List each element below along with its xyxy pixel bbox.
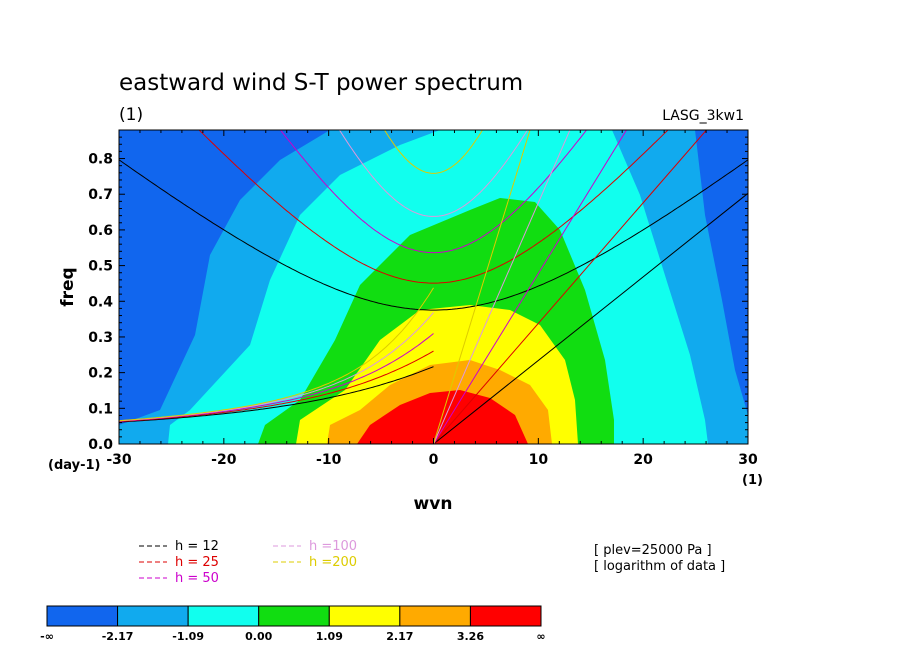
legend-label: h = 12	[175, 539, 219, 554]
contour-fill-level-6	[357, 390, 528, 444]
kelvin-curve	[433, 192, 748, 444]
inertio-gravity-curve	[338, 130, 529, 217]
y-tick-label: 0.5	[88, 259, 113, 275]
colorbar-swatch	[46, 605, 119, 627]
y-tick-label: 0.1	[88, 401, 113, 417]
colorbar-label: 0.00	[245, 630, 272, 643]
inertio-gravity-curve	[119, 159, 748, 311]
x-tick-label: 30	[738, 452, 758, 468]
x-tick-label: 10	[529, 452, 549, 468]
y-tick-label: 0.8	[88, 152, 113, 168]
y-tick-label: 0.6	[88, 223, 113, 239]
y-tick-label: 0.0	[88, 437, 113, 453]
colorbar-swatch	[187, 605, 260, 627]
y-tick-label: 0.4	[88, 294, 113, 310]
mrg-curve	[119, 287, 434, 422]
kelvin-curve	[433, 130, 708, 444]
kelvin-curve	[433, 130, 531, 444]
x-axis: -30 -20 -10 0 10 20 30	[106, 130, 758, 468]
mrg-curve	[119, 366, 434, 423]
colorbar-label: 1.09	[316, 630, 343, 643]
colorbar-swatch	[258, 605, 330, 627]
contour-fills	[119, 130, 748, 444]
legend-label: h = 25	[175, 555, 219, 570]
kelvin-curve	[433, 130, 628, 444]
dispersion-curves	[119, 130, 748, 444]
legend-label: h = 50	[175, 571, 219, 586]
info-line-log: [ logarithm of data ]	[594, 559, 725, 574]
y-axis: 0.0 0.1 0.2 0.3 0.4 0.5 0.6 0.7 0.8	[88, 136, 748, 453]
x-unit-label: (1)	[742, 473, 763, 488]
colorbar-label: ∞	[536, 630, 545, 643]
colorbar-swatch	[328, 605, 401, 627]
x-tick-label: 20	[633, 452, 653, 468]
plot-area	[119, 130, 748, 444]
kelvin-curve	[433, 130, 571, 444]
colorbar-label: -1.09	[172, 630, 204, 643]
legend-label: h =100	[309, 539, 357, 554]
info-line-plev: [ plev=25000 Pa ]	[594, 543, 712, 558]
chart-title: eastward wind S-T power spectrum	[119, 70, 523, 96]
inertio-gravity-curve	[279, 130, 588, 254]
y-tick-label: 0.7	[88, 187, 113, 203]
colorbar-label: -∞	[40, 630, 54, 643]
x-tick-label: 0	[429, 452, 439, 468]
colorbar-swatch	[399, 605, 471, 627]
y-tick-label: 0.3	[88, 330, 113, 346]
colorbar-label: 2.17	[386, 630, 413, 643]
x-axis-label: wvn	[414, 494, 453, 514]
colorbar-label: -2.17	[102, 630, 134, 643]
colorbar-swatch	[117, 605, 189, 627]
inertio-gravity-curve	[198, 130, 669, 284]
y-tick-label: 0.2	[88, 366, 113, 382]
x-tick-label: -20	[211, 452, 237, 468]
x-tick-label: -10	[316, 452, 342, 468]
legend-label: h =200	[309, 555, 357, 570]
model-label: LASG_3kw1	[662, 108, 744, 124]
colorbar: -∞ -2.17 -1.09 0.00 1.09 2.17 3.26 ∞	[40, 605, 546, 643]
y-axis-label: freq	[58, 267, 78, 306]
y-unit-label: (day-1)	[48, 458, 100, 473]
x-tick-label: -30	[106, 452, 132, 468]
colorbar-label: 3.26	[457, 630, 484, 643]
colorbar-swatch	[469, 605, 542, 627]
chart-subtitle: (1)	[119, 105, 143, 125]
mrg-curve	[119, 350, 434, 422]
inertio-gravity-curve	[383, 130, 484, 174]
